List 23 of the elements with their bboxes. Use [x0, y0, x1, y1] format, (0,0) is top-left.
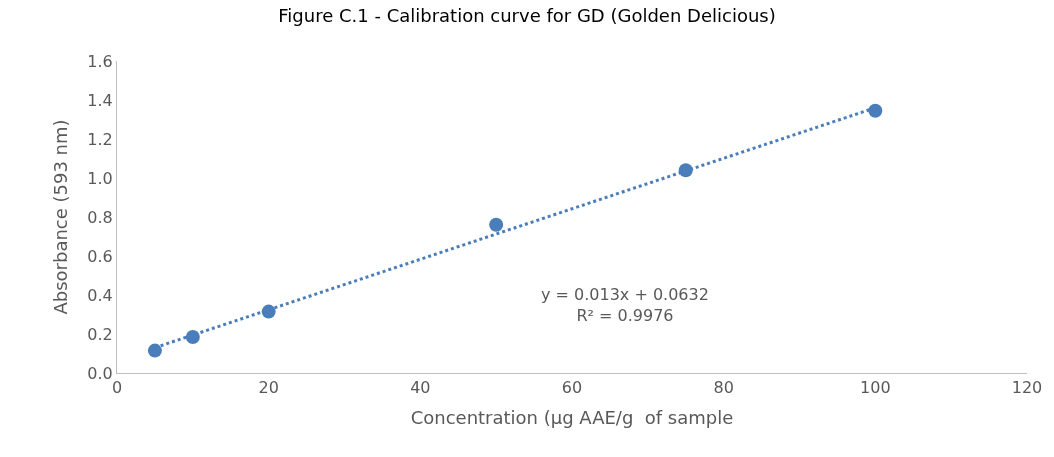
x-tick-label: 120 — [1011, 378, 1043, 398]
x-axis-title: Concentration (µg AAE/g of sample — [410, 407, 734, 429]
y-tick-label: 1.6 — [87, 51, 113, 71]
annotation: R² = 0.9976 — [576, 305, 674, 325]
y-tick-label: 0.0 — [87, 363, 113, 383]
y-tick-label: 0.2 — [87, 324, 113, 344]
x-tick-label: 80 — [713, 378, 734, 398]
point — [489, 217, 504, 232]
x-tick-label: 60 — [561, 378, 583, 398]
y-tick-label: 0.4 — [87, 285, 113, 305]
x-tick-label: 100 — [860, 378, 891, 398]
y-tick-label: 0.8 — [87, 207, 113, 227]
y-tick-label: 1.2 — [87, 129, 113, 149]
annotation: y = 0.013x + 0.0632 — [541, 285, 709, 304]
chart-title: Figure C.1 - Calibration curve for GD (Golden Delicious) — [278, 4, 776, 26]
x-tick-label: 40 — [410, 378, 431, 398]
y-tick-label: 1.4 — [87, 90, 113, 110]
x-tick-label: 20 — [258, 378, 279, 398]
y-tick-label: 1.0 — [87, 168, 113, 188]
y-tick-label: 0.6 — [87, 246, 113, 266]
x-tick-label: 0 — [111, 378, 123, 398]
y-axis-title: Absorbance (593 nm) — [49, 119, 71, 315]
point — [147, 343, 162, 358]
